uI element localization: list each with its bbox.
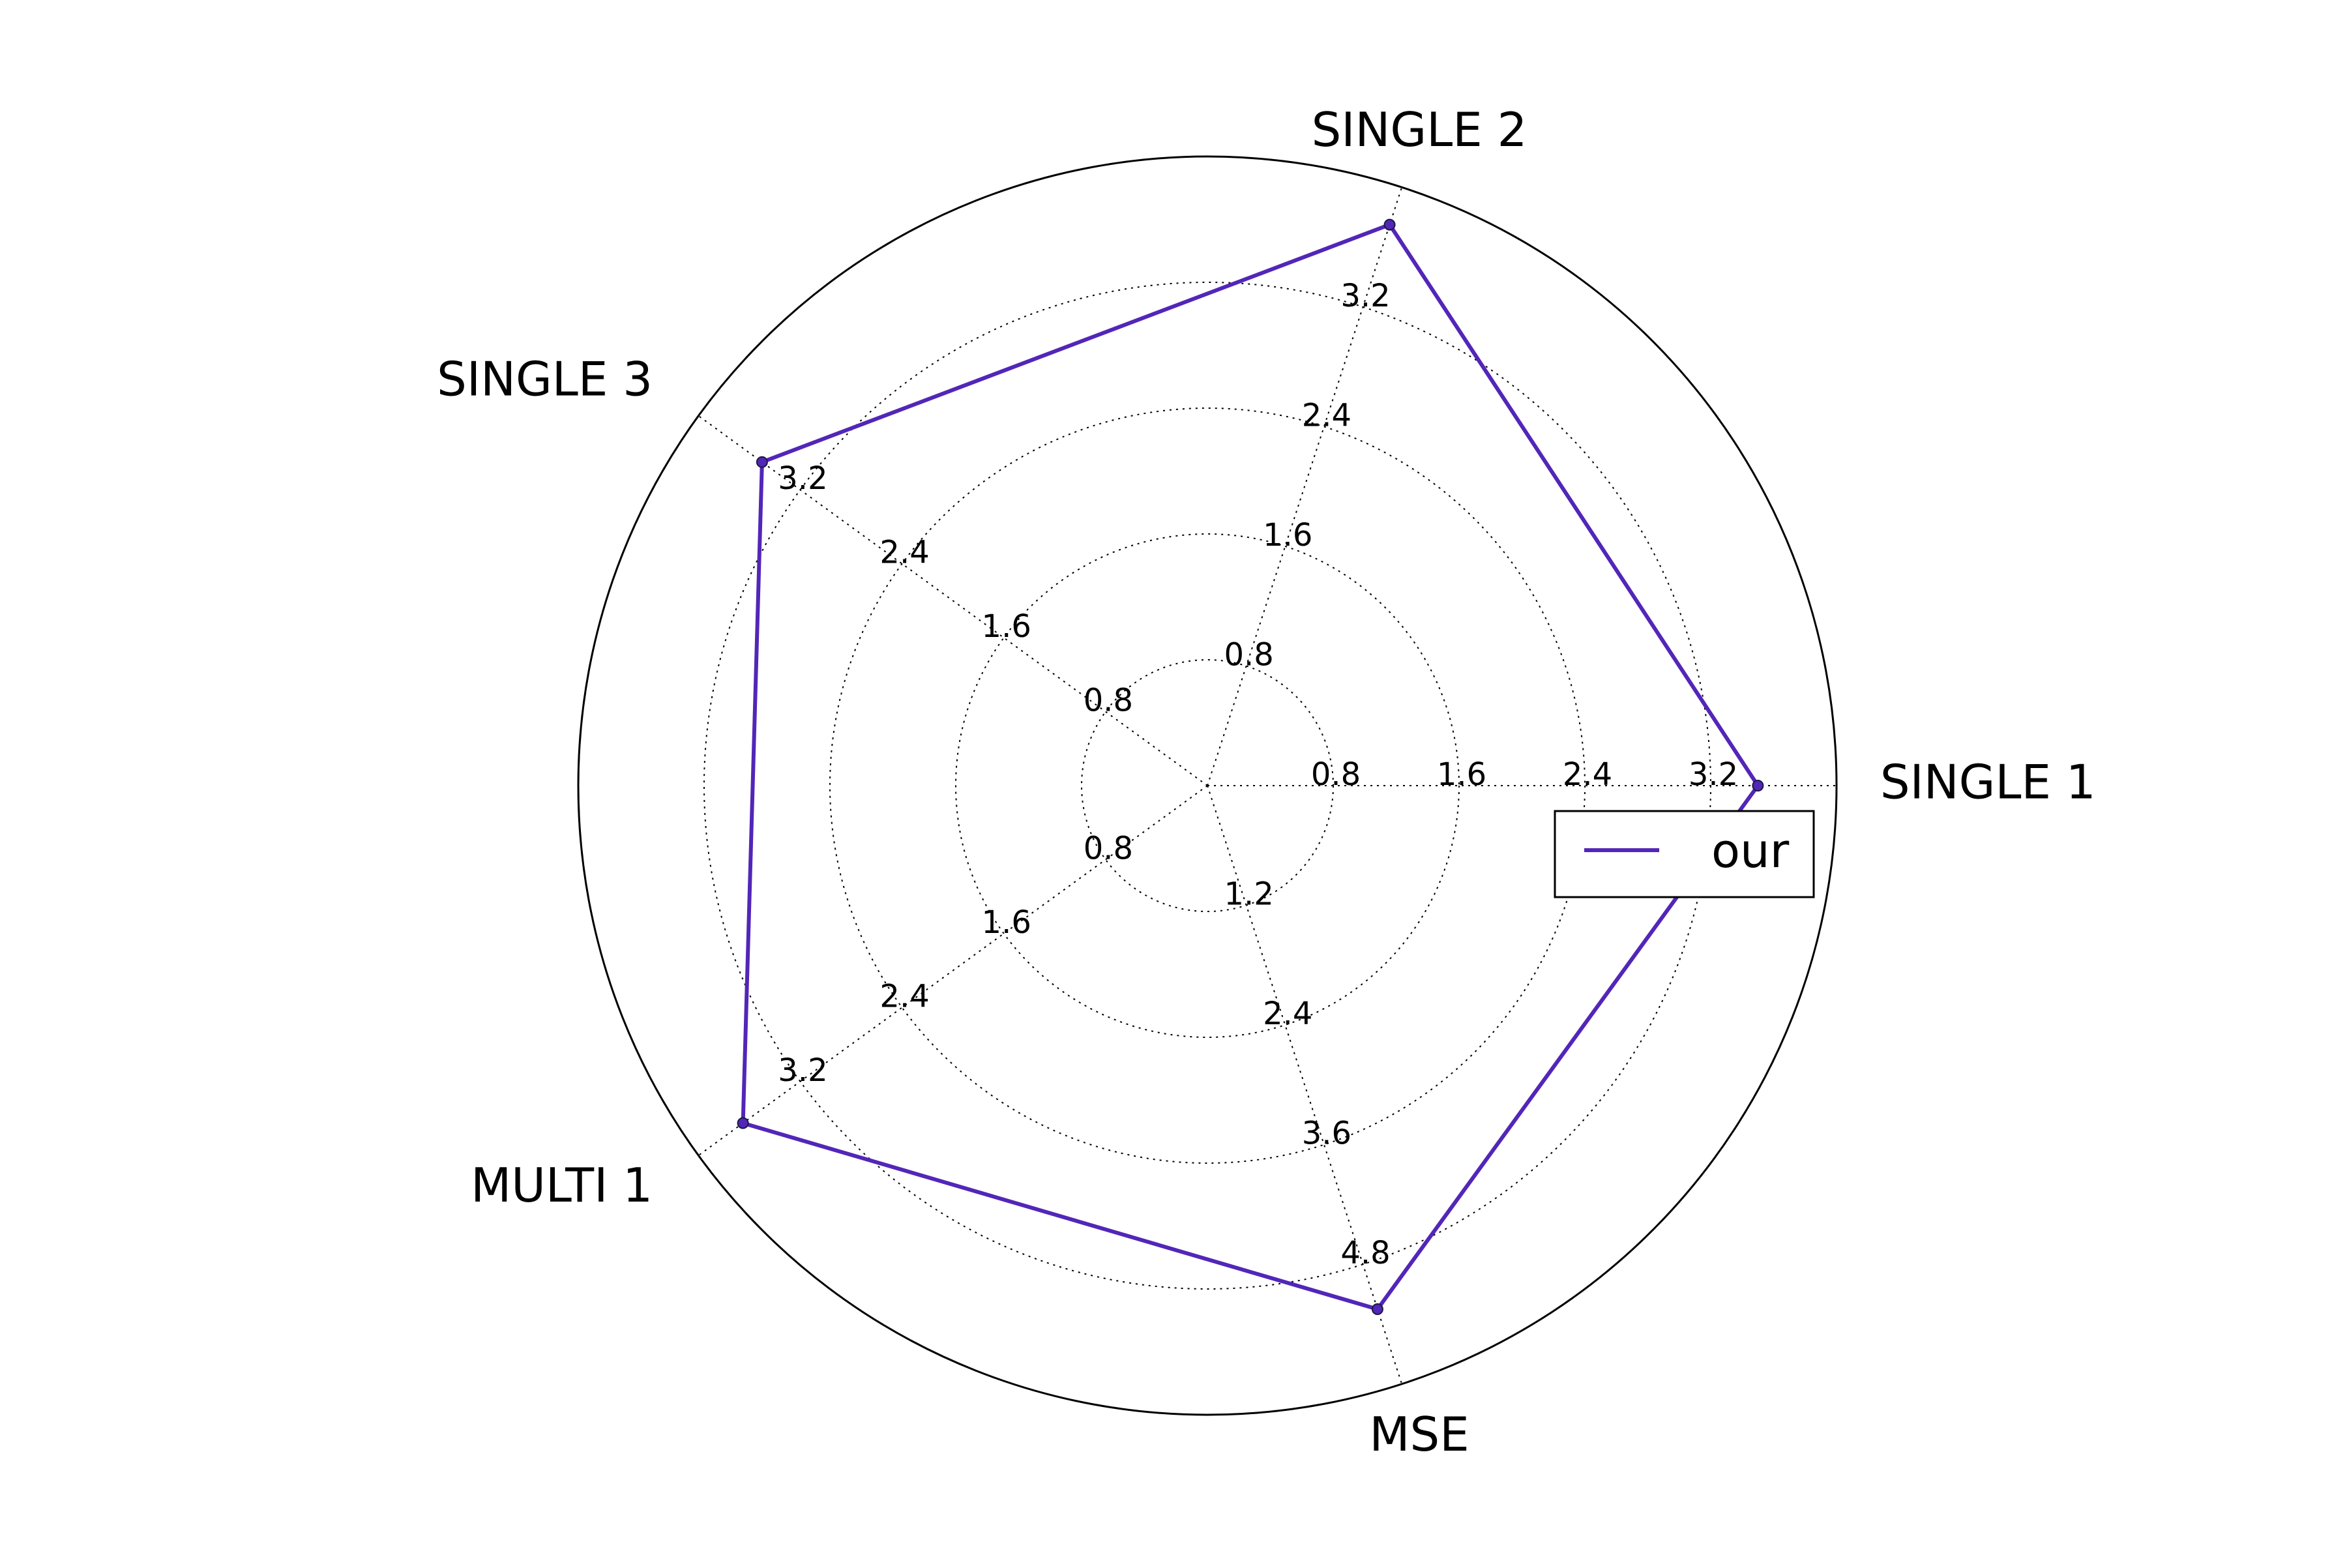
- series-point-0-4: [737, 1117, 749, 1129]
- axis-label-4: MULTI 1: [471, 1158, 653, 1213]
- tick-label-4-4: 3.2: [778, 1052, 827, 1089]
- axis-label-3: SINGLE 3: [437, 351, 653, 406]
- tick-label-5-2: 2.4: [1263, 996, 1312, 1032]
- grid-circle-2: [955, 533, 1460, 1038]
- outer-circle: [577, 155, 1838, 1416]
- legend: our: [1554, 810, 1815, 898]
- tick-label-4-2: 1.6: [982, 904, 1031, 941]
- grid-layer: [577, 155, 1838, 1416]
- tick-label-4-1: 0.8: [1084, 830, 1133, 866]
- tick-label-1-4: 3.2: [1689, 756, 1738, 793]
- tick-label-1-3: 2.4: [1563, 756, 1612, 793]
- tick-label-4-3: 2.4: [879, 978, 929, 1014]
- legend-label-our: our: [1711, 823, 1790, 878]
- series-layer: [737, 218, 1764, 1316]
- series-point-0-3: [756, 456, 768, 468]
- series-line-0: [741, 222, 1761, 1312]
- spoke-4: [698, 785, 1208, 1157]
- tick-label-3-4: 3.2: [778, 460, 827, 497]
- axis-label-2: SINGLE 2: [1312, 102, 1528, 157]
- spoke-5: [1207, 785, 1403, 1385]
- legend-box: [1554, 810, 1815, 898]
- axis-label-5: MSE: [1369, 1407, 1469, 1462]
- tick-label-5-1: 1.2: [1224, 876, 1273, 913]
- series-point-0-2: [1383, 218, 1396, 231]
- axis-label-1: SINGLE 1: [1880, 755, 2096, 810]
- tick-label-2-2: 1.6: [1263, 517, 1312, 554]
- tick-label-2-1: 0.8: [1224, 636, 1273, 673]
- tick-label-5-4: 4.8: [1340, 1235, 1390, 1271]
- tick-label-2-4: 3.2: [1340, 278, 1390, 314]
- series-point-0-5: [1371, 1303, 1383, 1316]
- label-layer: SINGLE 1 0.8 1.6 2.4 3.2 SINGLE 2 0.8 1.6 2.4 3.2…: [437, 102, 2096, 1462]
- series-point-0-1: [1752, 780, 1764, 791]
- tick-label-3-1: 0.8: [1084, 683, 1133, 719]
- tick-label-5-3: 3.6: [1302, 1116, 1351, 1152]
- tick-label-2-3: 2.4: [1302, 397, 1351, 434]
- spoke-3: [698, 415, 1208, 786]
- tick-label-3-3: 2.4: [879, 535, 929, 571]
- grid-circle-3: [829, 407, 1586, 1164]
- tick-label-3-2: 1.6: [982, 608, 1031, 645]
- spoke-2: [1207, 186, 1403, 786]
- tick-label-1-2: 1.6: [1437, 756, 1486, 793]
- tick-label-1-1: 0.8: [1311, 756, 1361, 793]
